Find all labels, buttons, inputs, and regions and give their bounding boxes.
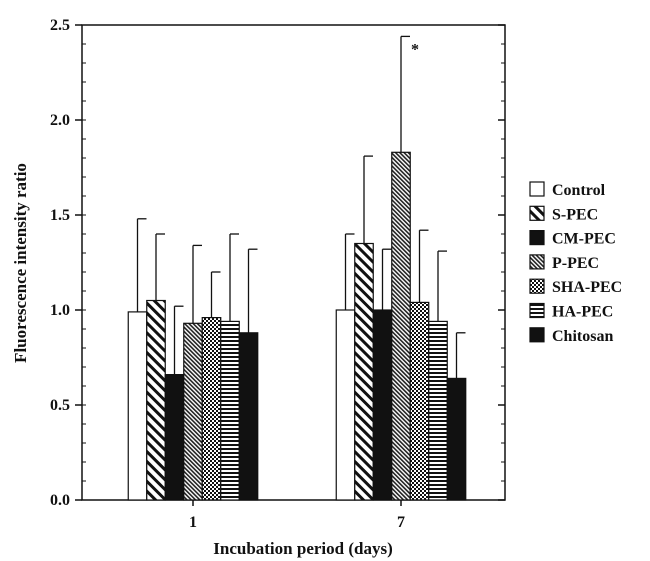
significance-marker-0: * — [411, 41, 419, 58]
bar-7-CM-PEC — [372, 309, 393, 501]
bars-layer: * — [127, 35, 467, 501]
y-tick-label-3: 1.5 — [50, 207, 70, 224]
legend: Control S-PEC CM-PEC P-PEC SHA-PEC HA-PEC Chit… — [529, 181, 622, 345]
bar-1-Control — [127, 311, 148, 501]
x-axis-title: Incubation period (days) — [213, 539, 392, 558]
legend-swatch-3 — [529, 254, 545, 270]
bar-1-SHA-PEC — [201, 317, 222, 501]
bar-7-Chitosan — [446, 377, 467, 501]
legend-swatch-4 — [529, 278, 545, 294]
bar-7-P-PEC — [391, 151, 411, 501]
bar-7-Control — [335, 309, 356, 501]
bar-1-Chitosan — [238, 332, 259, 501]
legend-swatch-0 — [529, 181, 545, 197]
bar-7-HA-PEC — [428, 320, 448, 501]
y-tick-label-4: 2.0 — [50, 112, 70, 129]
y-tick-label-1: 0.5 — [50, 397, 70, 414]
y-tick-label-2: 1.0 — [50, 302, 70, 319]
y-tick-label-5: 2.5 — [50, 17, 70, 34]
bar-1-P-PEC — [183, 322, 203, 501]
bar-7-S-PEC — [354, 242, 374, 501]
x-tick-label-0: 1 — [189, 514, 197, 531]
legend-swatch-5 — [529, 302, 545, 319]
legend-swatch-6 — [529, 327, 545, 343]
legend-label-5: HA-PEC — [552, 304, 613, 321]
legend-label-3: P-PEC — [552, 255, 599, 272]
bar-1-HA-PEC — [220, 320, 240, 501]
bar-7-SHA-PEC — [409, 301, 430, 501]
legend-label-4: SHA-PEC — [552, 279, 622, 296]
bar-1-S-PEC — [146, 299, 166, 501]
legend-label-0: Control — [552, 182, 606, 199]
legend-label-1: S-PEC — [552, 206, 598, 223]
y-axis-title: Fluorescence intensity ratio — [11, 163, 30, 363]
y-axis: 0.0 0.5 1.0 1.5 2.0 2.5 — [50, 17, 505, 509]
y-tick-label-0: 0.0 — [50, 492, 70, 509]
legend-label-6: Chitosan — [552, 328, 613, 345]
x-tick-label-1: 7 — [397, 514, 405, 531]
legend-swatch-2 — [529, 230, 545, 246]
legend-swatch-1 — [529, 205, 545, 221]
bar-1-CM-PEC — [164, 374, 185, 501]
legend-label-2: CM-PEC — [552, 231, 616, 248]
plot-frame — [81, 24, 506, 501]
